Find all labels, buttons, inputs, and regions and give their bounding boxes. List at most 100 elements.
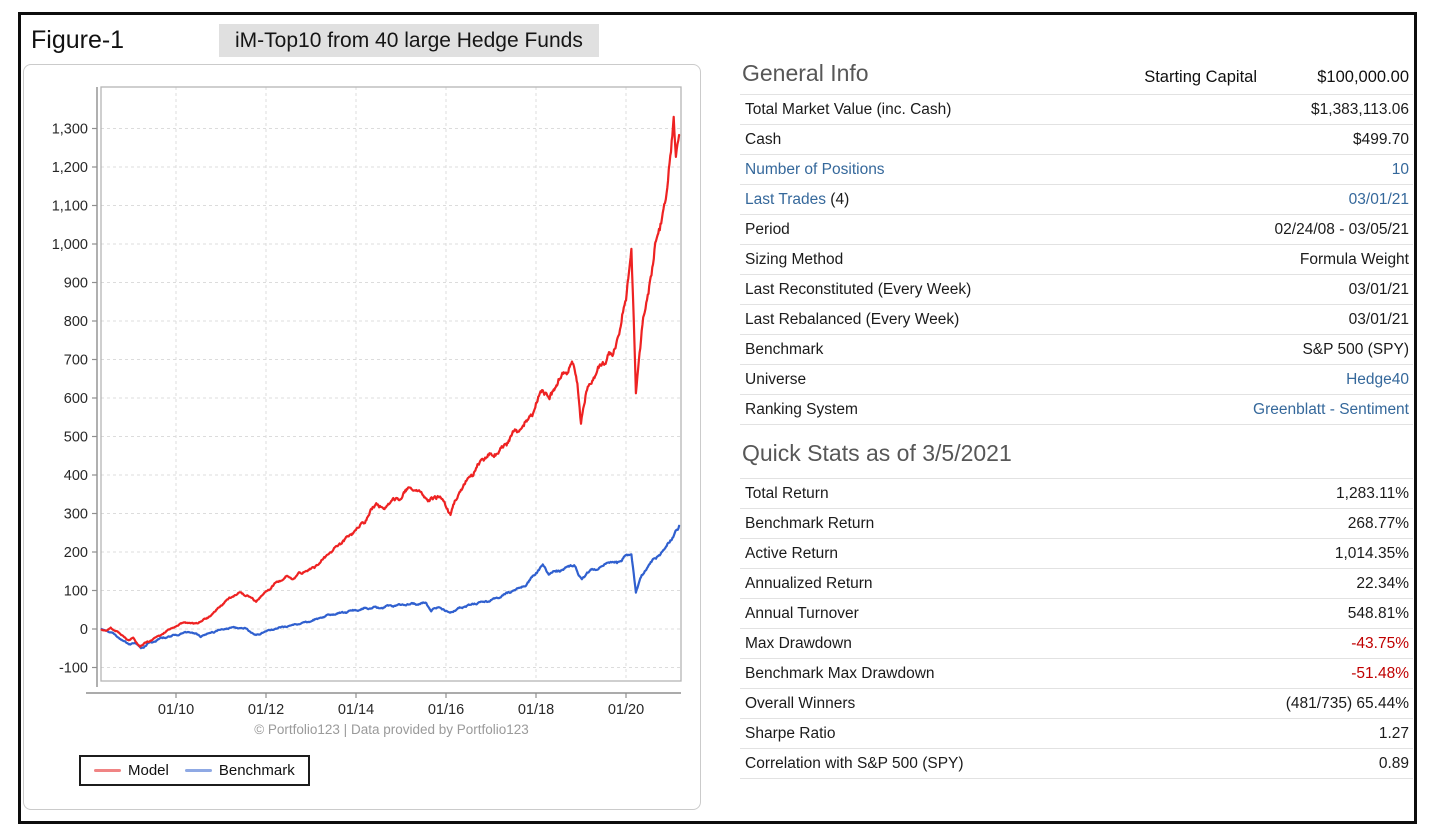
legend-label-model: Model <box>128 762 169 779</box>
svg-text:1,300: 1,300 <box>52 122 88 138</box>
row-value: 1,014.35% <box>1334 544 1409 562</box>
row-value: 0.89 <box>1378 754 1409 772</box>
svg-text:800: 800 <box>64 314 88 330</box>
row-value: 02/24/08 - 03/05/21 <box>1274 220 1409 238</box>
model-series-line <box>100 115 681 648</box>
table-row: Benchmark Return 268.77% <box>740 509 1413 539</box>
row-value: (481/735) 65.44% <box>1285 694 1409 712</box>
quick-stats-heading: Quick Stats as of 3/5/2021 <box>742 440 1012 466</box>
row-value: $1,383,113.06 <box>1311 100 1409 118</box>
row-label: Ranking System <box>745 400 858 418</box>
legend-item-model: Model <box>94 762 185 779</box>
table-row: Number of Positions 10 <box>740 155 1413 185</box>
row-label[interactable]: Last Trades (4) <box>745 190 850 208</box>
quick-stats-table: Total Return 1,283.11% Benchmark Return 268… <box>740 478 1413 779</box>
performance-chart: -100 0 100 200 300 400 500 600 700 800 900 1,000 1,1… <box>52 86 682 718</box>
svg-text:01/10: 01/10 <box>158 702 194 718</box>
table-row: Sizing Method Formula Weight <box>740 245 1413 275</box>
figure-frame: Figure-1 iM-Top10 from 40 large Hedge Fu… <box>18 12 1417 824</box>
general-info-heading: General Info <box>742 60 869 86</box>
table-row: Overall Winners (481/735) 65.44% <box>740 689 1413 719</box>
table-row: Max Drawdown -43.75% <box>740 629 1413 659</box>
table-row: Period 02/24/08 - 03/05/21 <box>740 215 1413 245</box>
benchmark-line-swatch-icon <box>184 769 212 772</box>
table-row: Last Rebalanced (Every Week) 03/01/21 <box>740 305 1413 335</box>
table-row: Cash $499.70 <box>740 125 1413 155</box>
row-label: Cash <box>745 130 782 148</box>
table-row: Active Return 1,014.35% <box>740 539 1413 569</box>
row-value: -51.48% <box>1351 664 1409 682</box>
svg-text:01/12: 01/12 <box>248 702 284 718</box>
svg-text:200: 200 <box>64 545 88 561</box>
svg-text:100: 100 <box>64 584 88 600</box>
row-label: Sharpe Ratio <box>745 724 836 742</box>
row-value: $499.70 <box>1352 130 1409 148</box>
row-label[interactable]: Number of Positions <box>745 160 885 178</box>
general-info-table: Total Market Value (inc. Cash) $1,383,113… <box>740 94 1413 425</box>
row-label: Max Drawdown <box>745 634 852 652</box>
row-label: Last Rebalanced (Every Week) <box>745 310 960 328</box>
starting-capital-label: Starting Capital <box>1144 68 1257 86</box>
table-row: Last Trades (4) 03/01/21 <box>740 185 1413 215</box>
general-info-header: General Info Starting Capital $100,000.0… <box>740 60 1413 94</box>
stats-column: General Info Starting Capital $100,000.0… <box>740 60 1413 779</box>
row-value: Formula Weight <box>1299 250 1409 268</box>
row-label: Annualized Return <box>745 574 873 592</box>
row-value: 03/01/21 <box>1348 280 1409 298</box>
table-row: Last Reconstituted (Every Week) 03/01/21 <box>740 275 1413 305</box>
table-row: Ranking System Greenblatt - Sentiment <box>740 395 1413 425</box>
figure-title: iM-Top10 from 40 large Hedge Funds <box>219 24 599 57</box>
svg-text:-100: -100 <box>59 661 88 677</box>
svg-text:700: 700 <box>64 353 88 369</box>
table-row: Universe Hedge40 <box>740 365 1413 395</box>
legend-label-benchmark: Benchmark <box>218 762 295 779</box>
row-value: 1.27 <box>1378 724 1409 742</box>
svg-text:1,000: 1,000 <box>52 237 88 253</box>
svg-text:01/20: 01/20 <box>608 702 644 718</box>
model-line-swatch-icon <box>94 769 121 772</box>
row-value[interactable]: Hedge40 <box>1346 370 1409 388</box>
row-value[interactable]: 03/01/21 <box>1348 190 1409 208</box>
row-label: Total Market Value (inc. Cash) <box>745 100 952 118</box>
svg-text:300: 300 <box>64 507 88 523</box>
table-row: Annual Turnover 548.81% <box>740 599 1413 629</box>
row-label: Universe <box>745 370 807 388</box>
svg-text:1,100: 1,100 <box>52 199 88 215</box>
row-label: Benchmark Max Drawdown <box>745 664 935 682</box>
svg-text:01/18: 01/18 <box>518 702 554 718</box>
svg-text:900: 900 <box>64 276 88 292</box>
row-value: 548.81% <box>1347 604 1409 622</box>
svg-text:500: 500 <box>64 430 88 446</box>
svg-text:600: 600 <box>64 391 88 407</box>
chart-legend: Model Benchmark <box>79 755 310 786</box>
quick-stats-header: Quick Stats as of 3/5/2021 <box>740 425 1413 478</box>
svg-text:01/16: 01/16 <box>428 702 464 718</box>
table-row: Total Return 1,283.11% <box>740 478 1413 509</box>
figure-label: Figure-1 <box>31 26 125 54</box>
row-value: 268.77% <box>1347 514 1409 532</box>
chart-panel: -100 0 100 200 300 400 500 600 700 800 900 1,000 1,1… <box>23 64 701 810</box>
svg-text:01/14: 01/14 <box>338 702 374 718</box>
row-value: 22.34% <box>1356 574 1409 592</box>
table-row: Benchmark S&P 500 (SPY) <box>740 335 1413 365</box>
svg-text:1,200: 1,200 <box>52 160 88 176</box>
row-value[interactable]: 10 <box>1391 160 1409 178</box>
row-value: -43.75% <box>1351 634 1409 652</box>
row-value: 03/01/21 <box>1348 310 1409 328</box>
row-label: Period <box>745 220 790 238</box>
benchmark-series-line <box>100 524 681 650</box>
row-label: Annual Turnover <box>745 604 859 622</box>
row-label: Active Return <box>745 544 839 562</box>
row-label: Benchmark <box>745 340 824 358</box>
row-label: Sizing Method <box>745 250 844 268</box>
table-row: Benchmark Max Drawdown -51.48% <box>740 659 1413 689</box>
row-label: Correlation with S&P 500 (SPY) <box>745 754 964 772</box>
row-value: S&P 500 (SPY) <box>1302 340 1409 358</box>
row-label-suffix: (4) <box>826 190 850 208</box>
table-row: Total Market Value (inc. Cash) $1,383,113… <box>740 94 1413 125</box>
table-row: Annualized Return 22.34% <box>740 569 1413 599</box>
table-row: Correlation with S&P 500 (SPY) 0.89 <box>740 749 1413 779</box>
row-label: Last Reconstituted (Every Week) <box>745 280 972 298</box>
legend-item-benchmark: Benchmark <box>184 762 295 779</box>
row-value[interactable]: Greenblatt - Sentiment <box>1253 400 1409 418</box>
